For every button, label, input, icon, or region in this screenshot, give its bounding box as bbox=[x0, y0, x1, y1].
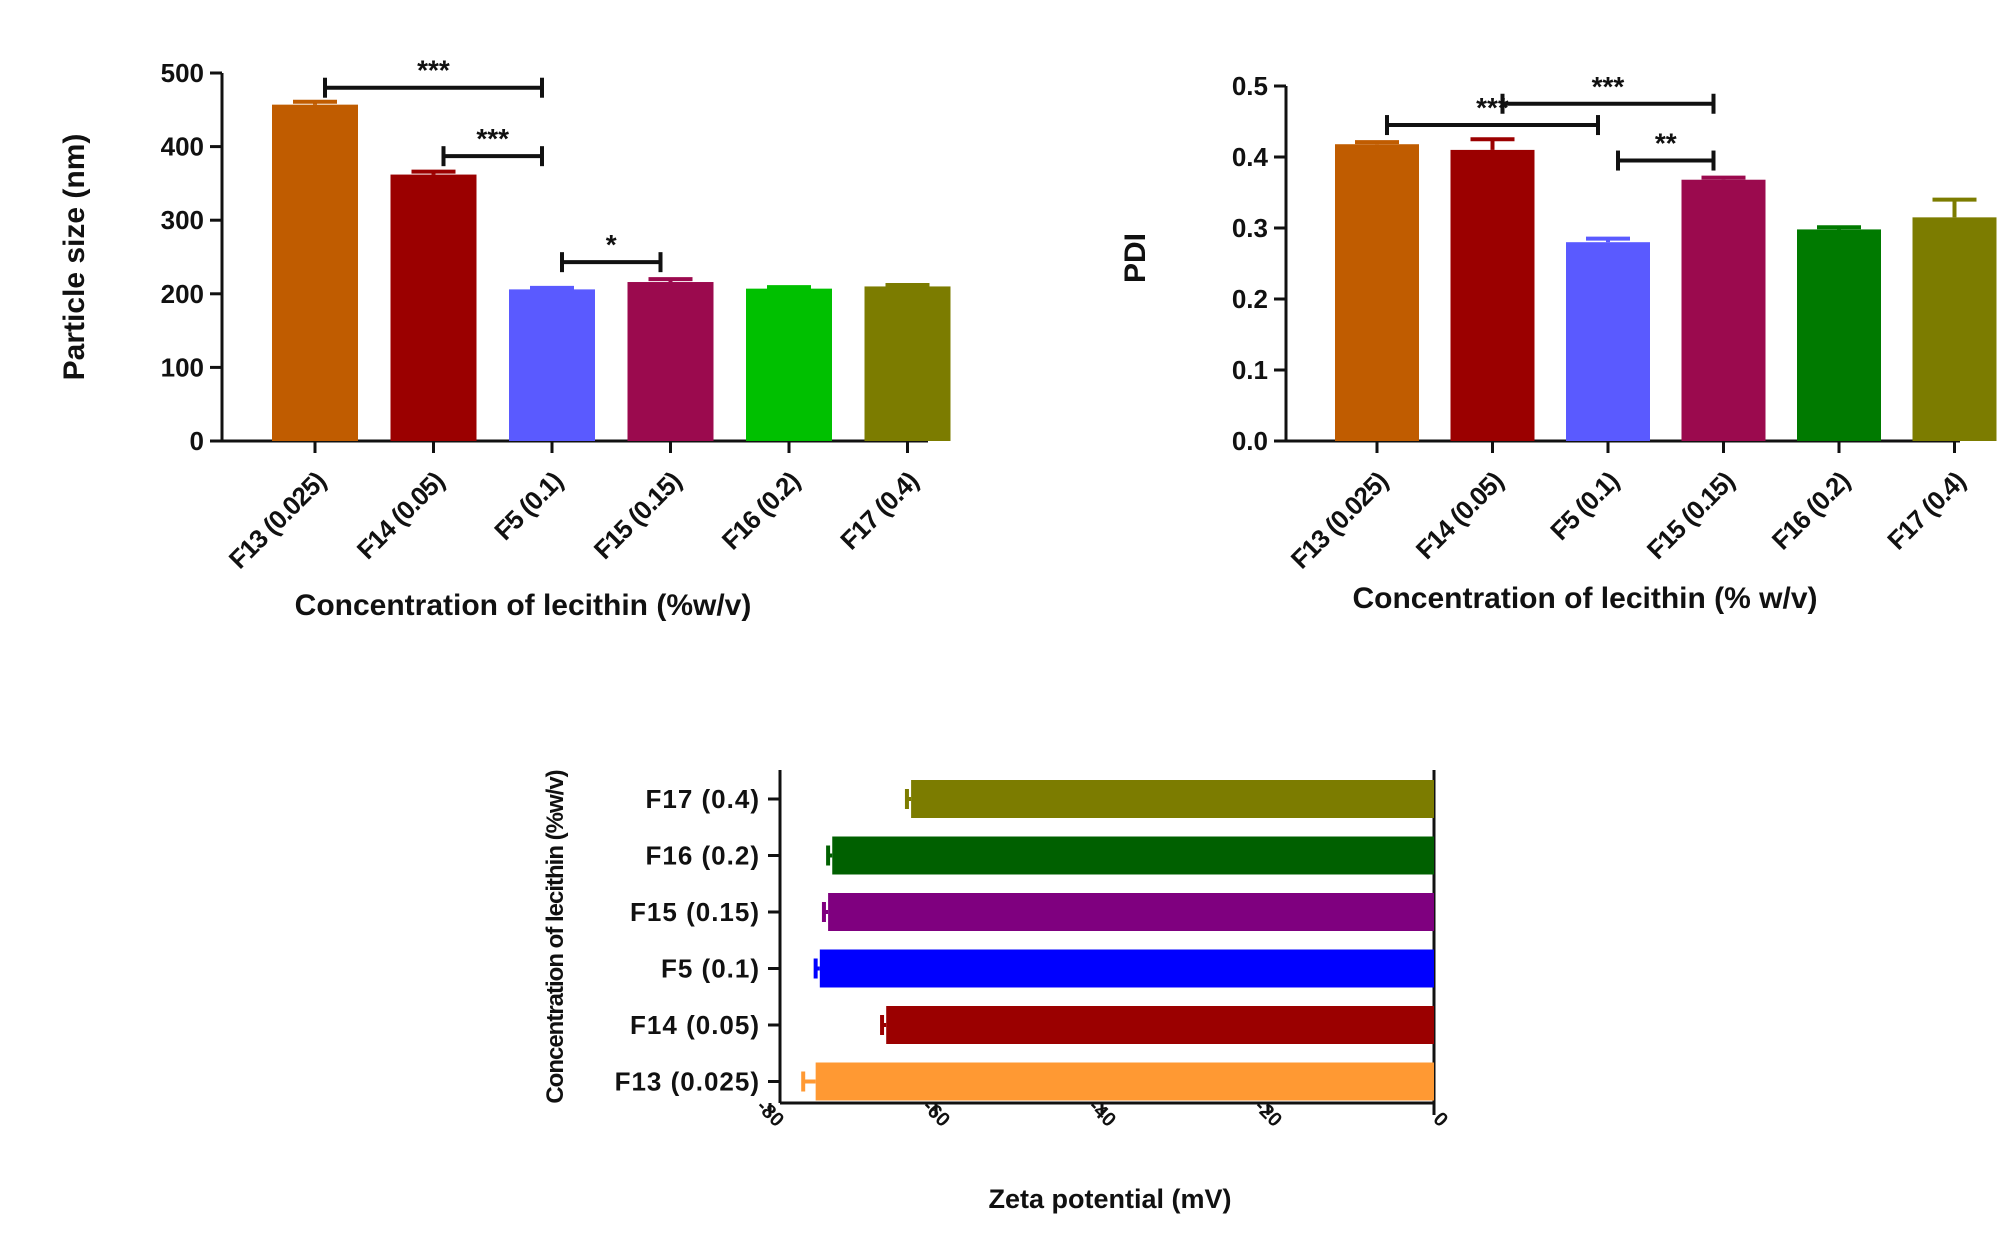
c1-y-tick-label: 200 bbox=[161, 279, 204, 309]
c3-x-axis-title: Zeta potential (mV) bbox=[988, 1184, 1231, 1214]
c2-bar bbox=[1335, 144, 1419, 441]
c2-bar bbox=[1681, 179, 1766, 441]
c2-y-axis-title: PDI bbox=[1119, 233, 1152, 283]
c1-bars bbox=[272, 99, 951, 453]
c1-x-tick-label: F17 (0.4) bbox=[834, 466, 924, 556]
c2-sig-label: ** bbox=[1655, 128, 1677, 159]
c2-x-tick-label: F15 (0.15) bbox=[1641, 466, 1740, 565]
c3-bar bbox=[911, 780, 1434, 818]
c3-x-tick-label: 0 bbox=[1429, 1108, 1452, 1131]
c3-y-tick-label: F17 (0.4) bbox=[646, 784, 761, 814]
c3-bar bbox=[886, 1006, 1434, 1044]
c1-bar bbox=[272, 104, 358, 441]
pdi-chart: 0.0 0.1 0.2 0.3 0.4 0.5 F13 (0.025) F14 (0.05)… bbox=[1119, 71, 1997, 615]
c2-bars bbox=[1335, 137, 1997, 453]
c3-bar bbox=[832, 836, 1434, 875]
c3-x-tick-label: -60 bbox=[918, 1096, 954, 1132]
zeta-potential-chart: F17 (0.4) F16 (0.2) F15 (0.15) F5 (0.1) F14 … bbox=[542, 770, 1452, 1214]
c1-significance: ******* bbox=[323, 55, 663, 273]
c2-y-tick-label: 0.3 bbox=[1232, 213, 1268, 243]
c1-y-tick-label: 500 bbox=[161, 58, 204, 88]
c1-y-tick-label: 100 bbox=[161, 352, 204, 382]
c3-x-ticks: -80 -60 -40 -20 0 bbox=[752, 1096, 1452, 1132]
c2-y-ticks: 0.0 0.1 0.2 0.3 0.4 0.5 bbox=[1232, 71, 1286, 456]
c1-x-tick-label: F15 (0.15) bbox=[588, 466, 687, 565]
c3-bar bbox=[828, 893, 1434, 931]
c2-sig-label: *** bbox=[1592, 71, 1625, 102]
c2-y-tick-label: 0.1 bbox=[1232, 355, 1268, 385]
c3-y-tick-label: F5 (0.1) bbox=[661, 954, 760, 984]
c1-bar bbox=[390, 174, 477, 441]
c3-y-axis-title: Concentration of lecithin (%w/v) bbox=[542, 770, 569, 1103]
c3-y-tick-label: F16 (0.2) bbox=[646, 841, 761, 871]
c2-y-tick-label: 0.5 bbox=[1232, 71, 1268, 101]
c1-bar bbox=[746, 288, 832, 441]
c2-bar bbox=[1912, 217, 1997, 441]
c2-bar bbox=[1566, 242, 1650, 441]
c1-x-tick-label: F5 (0.1) bbox=[488, 466, 568, 546]
c3-bars bbox=[801, 780, 1434, 1101]
c1-y-tick-label: 300 bbox=[161, 205, 204, 235]
c1-bar bbox=[509, 289, 595, 441]
c2-x-tick-label: F5 (0.1) bbox=[1544, 466, 1624, 546]
c3-y-tick-label: F15 (0.15) bbox=[630, 897, 760, 927]
c3-bar bbox=[815, 1062, 1434, 1101]
c1-sig-label: * bbox=[606, 229, 617, 260]
c1-x-axis-title: Concentration of lecithin (%w/v) bbox=[295, 589, 752, 622]
c1-y-ticks: 0 100 200 300 400 500 bbox=[161, 58, 222, 456]
c2-y-tick-label: 0.0 bbox=[1232, 426, 1268, 456]
c3-y-tick-label: F13 (0.025) bbox=[615, 1067, 760, 1097]
c1-sig-label: *** bbox=[417, 55, 450, 86]
c1-x-tick-label: F16 (0.2) bbox=[716, 466, 806, 556]
c2-bar bbox=[1450, 149, 1535, 441]
c1-sig-label: *** bbox=[476, 123, 509, 154]
c1-bar bbox=[864, 286, 951, 441]
c1-y-tick-label: 0 bbox=[190, 426, 204, 456]
c2-y-tick-label: 0.2 bbox=[1232, 284, 1268, 314]
c3-x-tick-label: -20 bbox=[1250, 1096, 1286, 1132]
particle-size-chart: 0 100 200 300 400 500 F13 (0.025) F14 (0.05) F5… bbox=[58, 55, 951, 622]
c2-x-tick-label: F13 (0.025) bbox=[1285, 466, 1394, 575]
c3-x-tick-label: -80 bbox=[752, 1096, 788, 1132]
c3-bar bbox=[819, 949, 1434, 988]
c2-significance: ******** bbox=[1385, 71, 1716, 171]
c1-y-tick-label: 400 bbox=[161, 132, 204, 162]
c1-y-axis-title: Particle size (nm) bbox=[58, 134, 91, 381]
c1-x-tick-label: F14 (0.05) bbox=[351, 466, 450, 565]
c1-x-tick-labels: F13 (0.025) F14 (0.05) F5 (0.1) F15 (0.15) F… bbox=[223, 466, 924, 575]
c2-x-tick-label: F17 (0.4) bbox=[1881, 466, 1971, 556]
c2-y-tick-label: 0.4 bbox=[1232, 142, 1269, 172]
c2-x-tick-label: F14 (0.05) bbox=[1410, 466, 1509, 565]
c3-x-tick-label: -40 bbox=[1084, 1096, 1120, 1132]
c2-x-tick-label: F16 (0.2) bbox=[1766, 466, 1856, 556]
c1-x-tick-label: F13 (0.025) bbox=[223, 466, 332, 575]
c2-x-tick-labels: F13 (0.025) F14 (0.05) F5 (0.1) F15 (0.15) F… bbox=[1285, 466, 1971, 575]
c2-x-axis-title: Concentration of lecithin (% w/v) bbox=[1352, 582, 1817, 615]
c2-bar bbox=[1797, 229, 1881, 441]
c3-y-tick-labels: F17 (0.4) F16 (0.2) F15 (0.15) F5 (0.1) F14 … bbox=[615, 784, 780, 1097]
c3-y-tick-label: F14 (0.05) bbox=[630, 1010, 760, 1040]
c1-bar bbox=[627, 282, 714, 441]
